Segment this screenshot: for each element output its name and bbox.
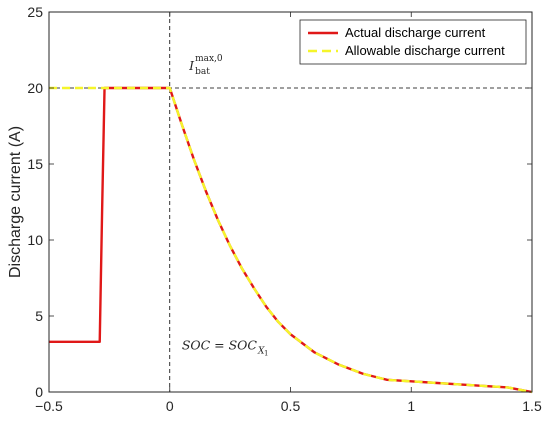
legend-label-allowable: Allowable discharge current bbox=[345, 43, 505, 58]
soc-subscript: X bbox=[257, 346, 265, 356]
ibat-symbol: I bbox=[188, 58, 195, 73]
y-axis: 0 5 10 15 20 25 bbox=[27, 4, 532, 400]
x-tick-label: 0.5 bbox=[281, 398, 301, 414]
y-axis-title: Discharge current (A) bbox=[7, 126, 24, 278]
legend-label-actual: Actual discharge current bbox=[345, 25, 486, 40]
x-tick-label: −0.5 bbox=[35, 398, 63, 414]
ibat-superscript: max,0 bbox=[195, 54, 223, 64]
x-tick-label: 1 bbox=[407, 398, 415, 414]
series-line-allowable bbox=[49, 86, 533, 394]
y-tick-label: 0 bbox=[35, 384, 43, 400]
series-layer bbox=[49, 86, 533, 394]
x-tick-label: 0 bbox=[166, 398, 174, 414]
ibat-subscript: bat bbox=[195, 67, 210, 77]
ibat-max-annotation: I bat max,0 bbox=[188, 54, 223, 77]
y-tick-label: 15 bbox=[27, 156, 43, 172]
x-tick-label: 1.5 bbox=[522, 398, 542, 414]
y-tick-label: 20 bbox=[27, 80, 43, 96]
legend-box bbox=[299, 19, 527, 65]
y-tick-label: 25 bbox=[27, 4, 43, 20]
soc-annotation: SOC = SOC X 1 bbox=[182, 337, 269, 357]
soc-sub-subscript: 1 bbox=[264, 349, 268, 357]
plot-background bbox=[49, 12, 532, 392]
y-tick-label: 10 bbox=[27, 232, 43, 248]
legend: Actual discharge current Allowable disch… bbox=[299, 19, 527, 65]
y-tick-label: 5 bbox=[35, 308, 43, 324]
soc-equation: SOC = SOC bbox=[182, 337, 258, 352]
x-axis: −0.5 0 0.5 1 1.5 bbox=[35, 12, 542, 414]
